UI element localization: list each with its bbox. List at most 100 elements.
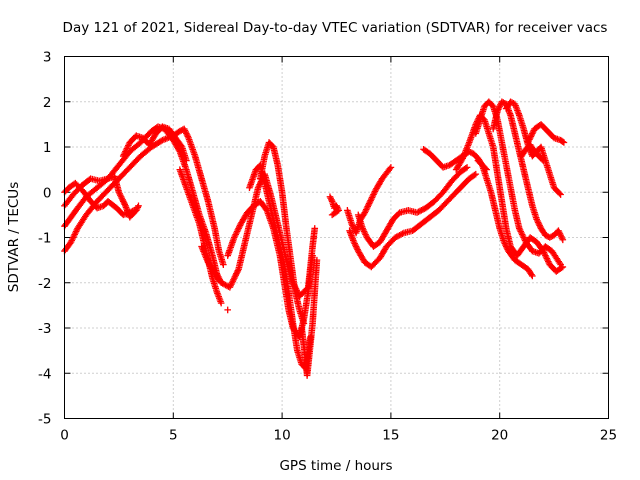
data-point xyxy=(360,228,368,235)
data-point xyxy=(236,222,244,229)
y-tick-label: -4 xyxy=(38,366,51,382)
data-point xyxy=(528,131,535,139)
data-point xyxy=(236,223,243,231)
y-tick-label: 2 xyxy=(43,95,52,111)
data-point xyxy=(547,233,555,241)
data-point xyxy=(326,193,334,201)
data-point xyxy=(558,233,565,241)
data-point xyxy=(391,234,399,241)
data-point xyxy=(328,196,335,204)
data-point xyxy=(233,270,240,277)
data-point xyxy=(119,152,127,160)
data-point xyxy=(394,232,402,240)
data-point xyxy=(219,280,226,287)
data-point xyxy=(68,237,76,244)
data-point xyxy=(535,220,543,228)
data-point xyxy=(539,157,547,164)
x-tick-label: 10 xyxy=(274,428,291,444)
y-tick-label: 0 xyxy=(43,185,52,201)
data-point xyxy=(177,142,185,150)
data-point xyxy=(233,268,241,276)
data-point xyxy=(517,228,525,235)
data-point xyxy=(351,240,358,247)
data-point xyxy=(234,226,242,234)
data-point xyxy=(507,98,514,106)
y-tick-label: -3 xyxy=(38,321,51,337)
data-point xyxy=(557,231,564,239)
data-point xyxy=(370,189,378,197)
data-point xyxy=(502,241,509,249)
data-point xyxy=(365,200,373,207)
data-point xyxy=(533,216,540,223)
data-point xyxy=(418,207,425,214)
data-point xyxy=(232,271,239,279)
data-point xyxy=(350,238,358,246)
data-point xyxy=(387,164,395,171)
data-point xyxy=(361,229,369,237)
data-point xyxy=(118,194,126,202)
data-point xyxy=(518,229,525,237)
data-point xyxy=(230,274,238,282)
data-point xyxy=(541,250,548,258)
chart-title: Day 121 of 2021, Sidereal Day-to-day VTE… xyxy=(63,20,608,36)
data-point xyxy=(494,107,501,115)
data-point xyxy=(217,299,225,307)
data-point xyxy=(556,259,563,267)
data-point xyxy=(361,209,369,216)
data-point xyxy=(217,279,225,287)
data-point xyxy=(518,231,526,238)
data-point xyxy=(364,203,371,210)
data-point xyxy=(133,205,141,213)
data-point xyxy=(349,222,356,229)
data-point xyxy=(116,190,123,198)
data-point xyxy=(370,191,377,198)
data-point xyxy=(500,99,507,106)
data-point xyxy=(311,225,319,232)
data-point xyxy=(115,188,123,196)
data-point xyxy=(362,231,369,238)
data-point xyxy=(69,234,77,241)
data-point xyxy=(419,206,427,213)
data-point xyxy=(353,244,361,252)
data-point xyxy=(124,143,131,151)
data-point xyxy=(458,156,466,164)
data-point xyxy=(226,283,234,291)
data-point xyxy=(220,261,227,268)
data-point xyxy=(183,157,190,164)
data-point xyxy=(300,320,308,327)
data-point xyxy=(369,192,377,200)
data-point xyxy=(255,182,263,190)
series-arc-12 xyxy=(224,306,231,314)
data-point xyxy=(367,197,374,204)
data-point xyxy=(71,231,78,238)
y-tick-label: 3 xyxy=(43,50,52,66)
data-point xyxy=(222,281,229,289)
data-point xyxy=(354,246,361,253)
data-point xyxy=(413,209,421,216)
data-point xyxy=(520,234,527,241)
data-point xyxy=(538,156,546,163)
data-point xyxy=(233,228,241,235)
data-point xyxy=(119,196,126,204)
data-point xyxy=(544,258,552,265)
data-point xyxy=(69,235,76,243)
data-point xyxy=(127,208,135,216)
series-arc-16 xyxy=(354,164,471,250)
y-axis-label: SDTVAR / TECUs xyxy=(6,182,22,292)
data-point xyxy=(134,204,142,211)
series-arc-20 xyxy=(474,157,536,280)
data-points xyxy=(61,98,568,379)
data-point xyxy=(542,252,549,259)
data-point xyxy=(333,202,340,210)
data-point xyxy=(181,127,189,134)
data-point xyxy=(462,164,470,172)
data-point xyxy=(366,198,374,206)
data-point xyxy=(498,98,506,106)
data-point xyxy=(230,234,238,241)
data-point xyxy=(126,209,134,216)
data-point xyxy=(501,240,509,247)
data-point xyxy=(544,256,551,264)
data-point xyxy=(231,232,239,240)
data-point xyxy=(542,231,549,239)
